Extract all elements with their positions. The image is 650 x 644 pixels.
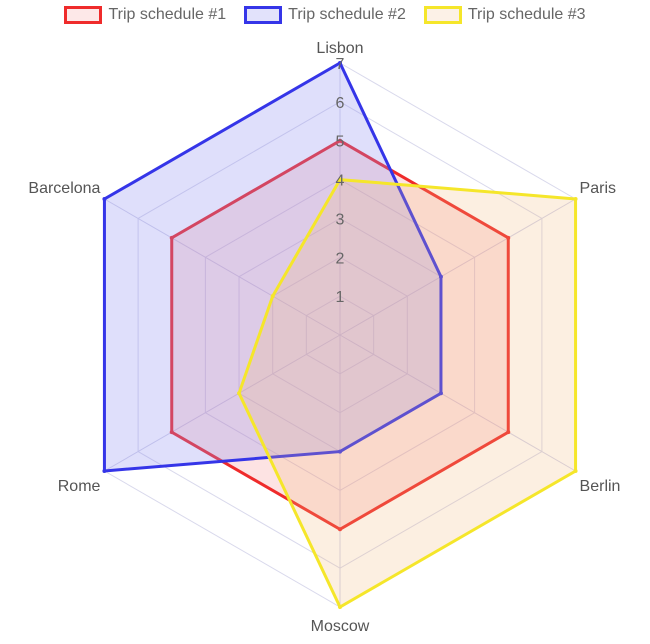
legend-item-series-1[interactable]: Trip schedule #1	[64, 6, 226, 24]
legend-swatch-series-3	[423, 6, 462, 24]
series-1-point-paris	[506, 235, 511, 240]
series-3-point-lisbon	[338, 177, 342, 182]
series-2-point-lisbon	[338, 61, 342, 65]
series-1-point-rome	[169, 430, 174, 435]
tick-label-4: 4	[336, 173, 345, 190]
series-2-point-berlin	[438, 391, 443, 396]
tick-label-3: 3	[336, 211, 345, 228]
tick-label-2: 2	[336, 250, 345, 267]
legend-label-series-1: Trip schedule #1	[108, 6, 227, 23]
tick-label-6: 6	[336, 95, 345, 112]
legend-label-series-2: Trip schedule #2	[288, 6, 406, 23]
series-3-point-barcelona	[270, 294, 275, 299]
axis-label-lisbon: Lisbon	[316, 40, 363, 57]
series-2-point-barcelona	[102, 197, 107, 201]
legend-swatch-series-2	[244, 6, 283, 24]
legend-swatch-series-1	[64, 6, 103, 24]
tick-label-1: 1	[336, 289, 345, 306]
series-2-point-moscow	[338, 449, 342, 454]
series-3-point-paris	[573, 197, 578, 201]
tick-label-7: 7	[336, 56, 345, 73]
axis-label-berlin: Berlin	[580, 478, 621, 495]
axis-label-barcelona: Barcelona	[28, 180, 100, 197]
legend-item-series-3[interactable]: Trip schedule #3	[423, 6, 586, 24]
tick-label-5: 5	[336, 134, 345, 151]
legend: Trip schedule #1 Trip schedule #2 Trip s…	[0, 6, 650, 24]
series-2-point-paris	[438, 274, 443, 279]
legend-label-series-3: Trip schedule #3	[467, 6, 586, 23]
spoke-berlin	[339, 334, 576, 472]
series-3-point-berlin	[573, 469, 578, 473]
series-1-point-barcelona	[169, 235, 174, 240]
series-1-point-lisbon	[338, 138, 342, 143]
series-3-point-moscow	[338, 605, 342, 609]
axis-label-rome: Rome	[58, 478, 101, 495]
spoke-paris	[339, 198, 576, 336]
spoke-rome	[104, 334, 341, 472]
axis-label-paris: Paris	[580, 180, 616, 197]
series-2-point-rome	[102, 469, 107, 473]
spoke-barcelona	[104, 198, 341, 336]
series-1-point-moscow	[338, 527, 342, 532]
axis-label-moscow: Moscow	[311, 618, 370, 635]
legend-item-series-2[interactable]: Trip schedule #2	[244, 6, 406, 24]
series-3-point-rome	[237, 391, 242, 396]
series-1-point-berlin	[506, 430, 511, 435]
